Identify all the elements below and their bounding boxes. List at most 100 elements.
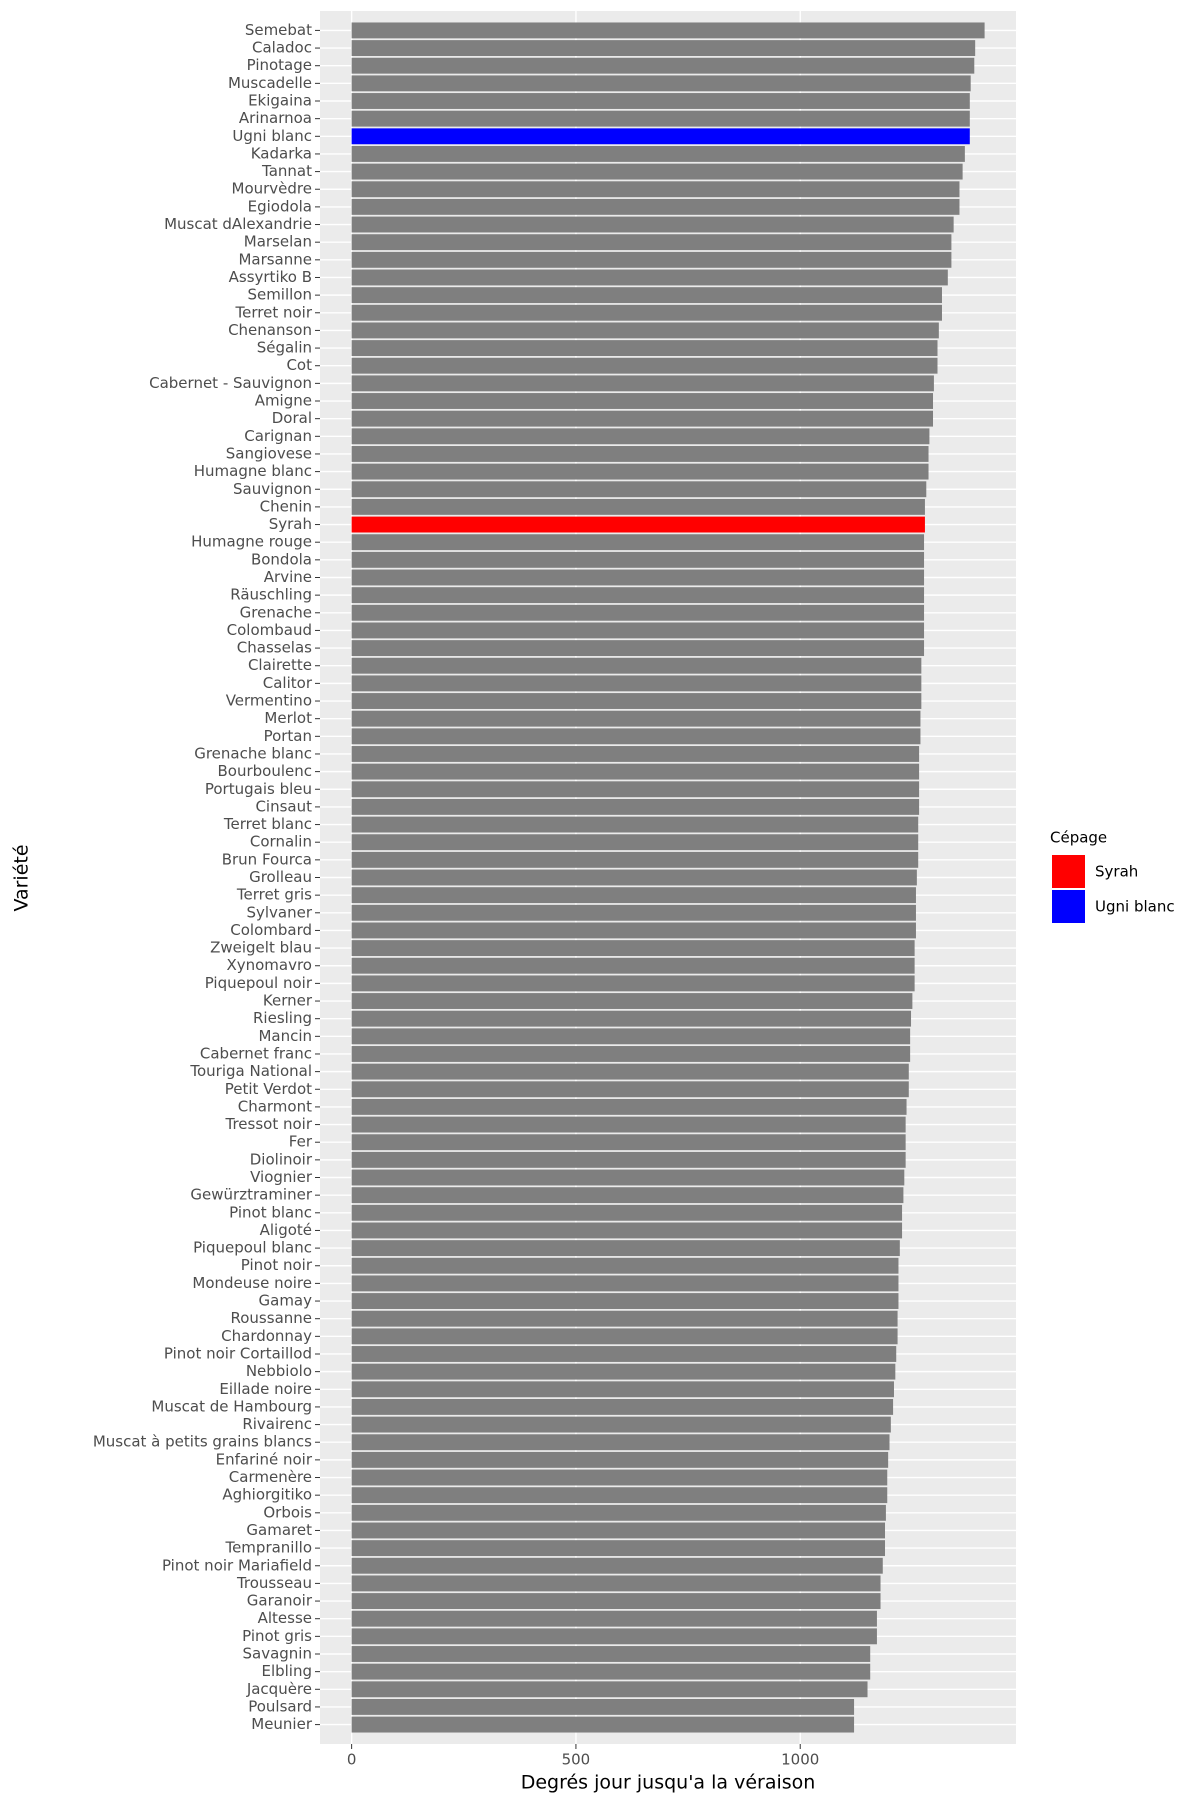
- y-tick-label: Trousseau: [236, 1574, 312, 1592]
- bar: [351, 1416, 891, 1433]
- y-tick-label: Ekigaina: [248, 92, 312, 110]
- bar: [351, 1240, 900, 1257]
- y-tick-label: Caladoc: [252, 39, 312, 57]
- bar: [351, 1681, 868, 1698]
- bar: [351, 251, 952, 268]
- y-tick-label: Humagne blanc: [194, 462, 312, 480]
- bar: [351, 93, 970, 109]
- y-tick-label: Gamaret: [246, 1521, 312, 1539]
- y-tick-label: Roussanne: [231, 1309, 313, 1327]
- legend-label: Syrah: [1095, 863, 1138, 881]
- y-tick-label: Mourvèdre: [232, 180, 313, 198]
- y-tick-label: Terret gris: [236, 886, 312, 904]
- bar: [351, 728, 921, 745]
- bar: [351, 798, 920, 815]
- y-tick-label: Vermentino: [226, 692, 312, 710]
- y-tick-label: Semillon: [247, 286, 312, 304]
- bar: [351, 1646, 871, 1662]
- bar: [351, 1098, 907, 1115]
- y-tick-label: Calitor: [263, 674, 313, 692]
- y-tick-label: Chenin: [260, 497, 312, 515]
- bar: [351, 340, 938, 357]
- bar: [351, 904, 916, 921]
- y-tick-label: Chasselas: [237, 639, 312, 657]
- y-tick-label: Eillade noire: [219, 1380, 312, 1398]
- y-tick-label: Sauvignon: [233, 480, 312, 498]
- y-tick-label: Riesling: [253, 1009, 312, 1027]
- y-tick-label: Kerner: [263, 992, 313, 1010]
- bar: [351, 198, 960, 215]
- bar: [351, 551, 925, 568]
- y-tick-label: Brun Fourca: [222, 850, 312, 868]
- x-tick-label: 500: [562, 1751, 591, 1769]
- x-axis-label: Degrés jour jusqu'a la véraison: [521, 1772, 816, 1794]
- y-tick-label: Meunier: [251, 1715, 313, 1733]
- bar: [351, 957, 915, 974]
- y-tick-label: Fer: [289, 1133, 313, 1151]
- bar: [351, 410, 934, 427]
- bar: [351, 1134, 906, 1151]
- y-tick-label: Muscat de Hambourg: [151, 1397, 312, 1415]
- bar: [351, 587, 925, 604]
- bar: [351, 446, 929, 462]
- y-tick-label: Xynomavro: [226, 956, 312, 974]
- legend-key: [1052, 855, 1085, 888]
- bar: [351, 1063, 909, 1080]
- bar: [351, 1081, 909, 1098]
- y-tick-label: Aligoté: [260, 1221, 312, 1239]
- y-tick-label: Muscat dAlexandrie: [164, 215, 312, 233]
- y-tick-label: Colombard: [230, 921, 312, 939]
- bar: [351, 1328, 898, 1345]
- bar: [351, 1187, 904, 1204]
- y-tick-label: Petit Verdot: [225, 1080, 312, 1098]
- bar: [351, 1222, 903, 1239]
- legend-key: [1052, 890, 1085, 923]
- x-tick-label: 0: [347, 1751, 357, 1769]
- bar: [351, 781, 920, 798]
- bar: [351, 22, 985, 39]
- bar: [351, 869, 917, 886]
- bar: [351, 269, 948, 286]
- y-tick-label: Orbois: [263, 1503, 312, 1521]
- bar: [351, 1398, 894, 1415]
- bar: [351, 622, 925, 639]
- y-tick-label: Nebbiolo: [246, 1362, 312, 1380]
- y-tick-label: Syrah: [269, 515, 312, 533]
- bar: [351, 40, 976, 57]
- y-tick-label: Cot: [286, 356, 312, 374]
- y-tick-label: Ségalin: [257, 339, 312, 357]
- bar: [351, 322, 939, 339]
- bar: [351, 1522, 886, 1539]
- bar: [351, 146, 965, 162]
- y-tick-label: Cornalin: [250, 833, 312, 851]
- bar: [351, 604, 925, 621]
- bar: [351, 746, 920, 762]
- legend-label: Ugni blanc: [1095, 898, 1175, 916]
- y-tick-label: Chardonnay: [221, 1327, 312, 1345]
- y-tick-label: Elbling: [261, 1662, 312, 1680]
- y-tick-label: Marsanne: [238, 250, 312, 268]
- bar: [351, 216, 954, 233]
- y-tick-label: Pinot noir Cortaillod: [164, 1344, 312, 1362]
- y-tick-label: Enfariné noir: [216, 1450, 313, 1468]
- y-tick-label: Portan: [264, 727, 312, 745]
- y-tick-label: Pinot blanc: [229, 1203, 312, 1221]
- y-tick-label: Grenache: [240, 603, 312, 621]
- y-tick-label: Kadarka: [251, 144, 312, 162]
- y-tick-label: Doral: [272, 409, 312, 427]
- bar: [351, 110, 970, 127]
- y-tick-label: Gewürztraminer: [190, 1186, 312, 1204]
- y-tick-label: Bourboulenc: [218, 762, 313, 780]
- bar: [351, 1663, 871, 1680]
- bar: [351, 816, 919, 833]
- y-tick-label: Diolinoir: [250, 1150, 313, 1168]
- y-tick-label: Portugais bleu: [205, 780, 312, 798]
- bar: [351, 657, 922, 674]
- bar: [351, 993, 913, 1009]
- bar: [351, 1593, 881, 1609]
- bar: [351, 463, 929, 480]
- bar: [351, 922, 916, 939]
- y-tick-label: Savagnin: [243, 1644, 313, 1662]
- bar: [351, 1381, 894, 1398]
